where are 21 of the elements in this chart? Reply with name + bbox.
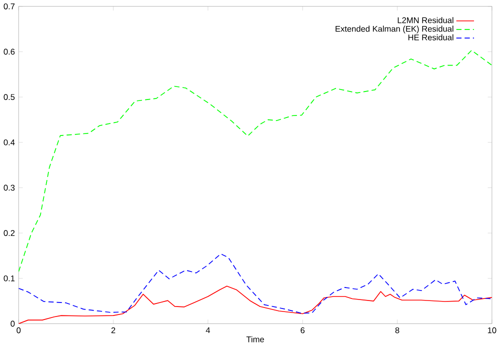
line-series — [18, 254, 492, 314]
legend-label: L2MN Residual — [398, 17, 454, 24]
x-tick-label: 6 — [300, 327, 305, 334]
x-tick-label: 8 — [395, 327, 400, 334]
y-tick-label: 0.5 — [4, 94, 15, 100]
legend-label: Extended Kalman (EK) Residual — [336, 26, 454, 34]
x-axis-title: Time — [246, 336, 264, 342]
line-series — [18, 50, 492, 272]
x-tick-label: 10 — [488, 327, 496, 334]
y-tick-label: 0.3 — [4, 184, 15, 191]
y-tick-label: 0 — [10, 320, 15, 327]
y-tick-label: 0.1 — [4, 276, 15, 282]
legend-label: HE Residual — [408, 34, 454, 40]
x-tick-label: 0 — [16, 327, 21, 334]
x-tick-label: 2 — [111, 327, 116, 334]
line-series — [18, 286, 492, 324]
y-tick-label: 0.7 — [4, 4, 15, 10]
x-tick-label: 4 — [206, 327, 210, 334]
y-tick-label: 0.2 — [4, 230, 15, 236]
y-tick-label: 0.4 — [4, 140, 15, 146]
y-tick-label: 0.6 — [4, 48, 15, 55]
